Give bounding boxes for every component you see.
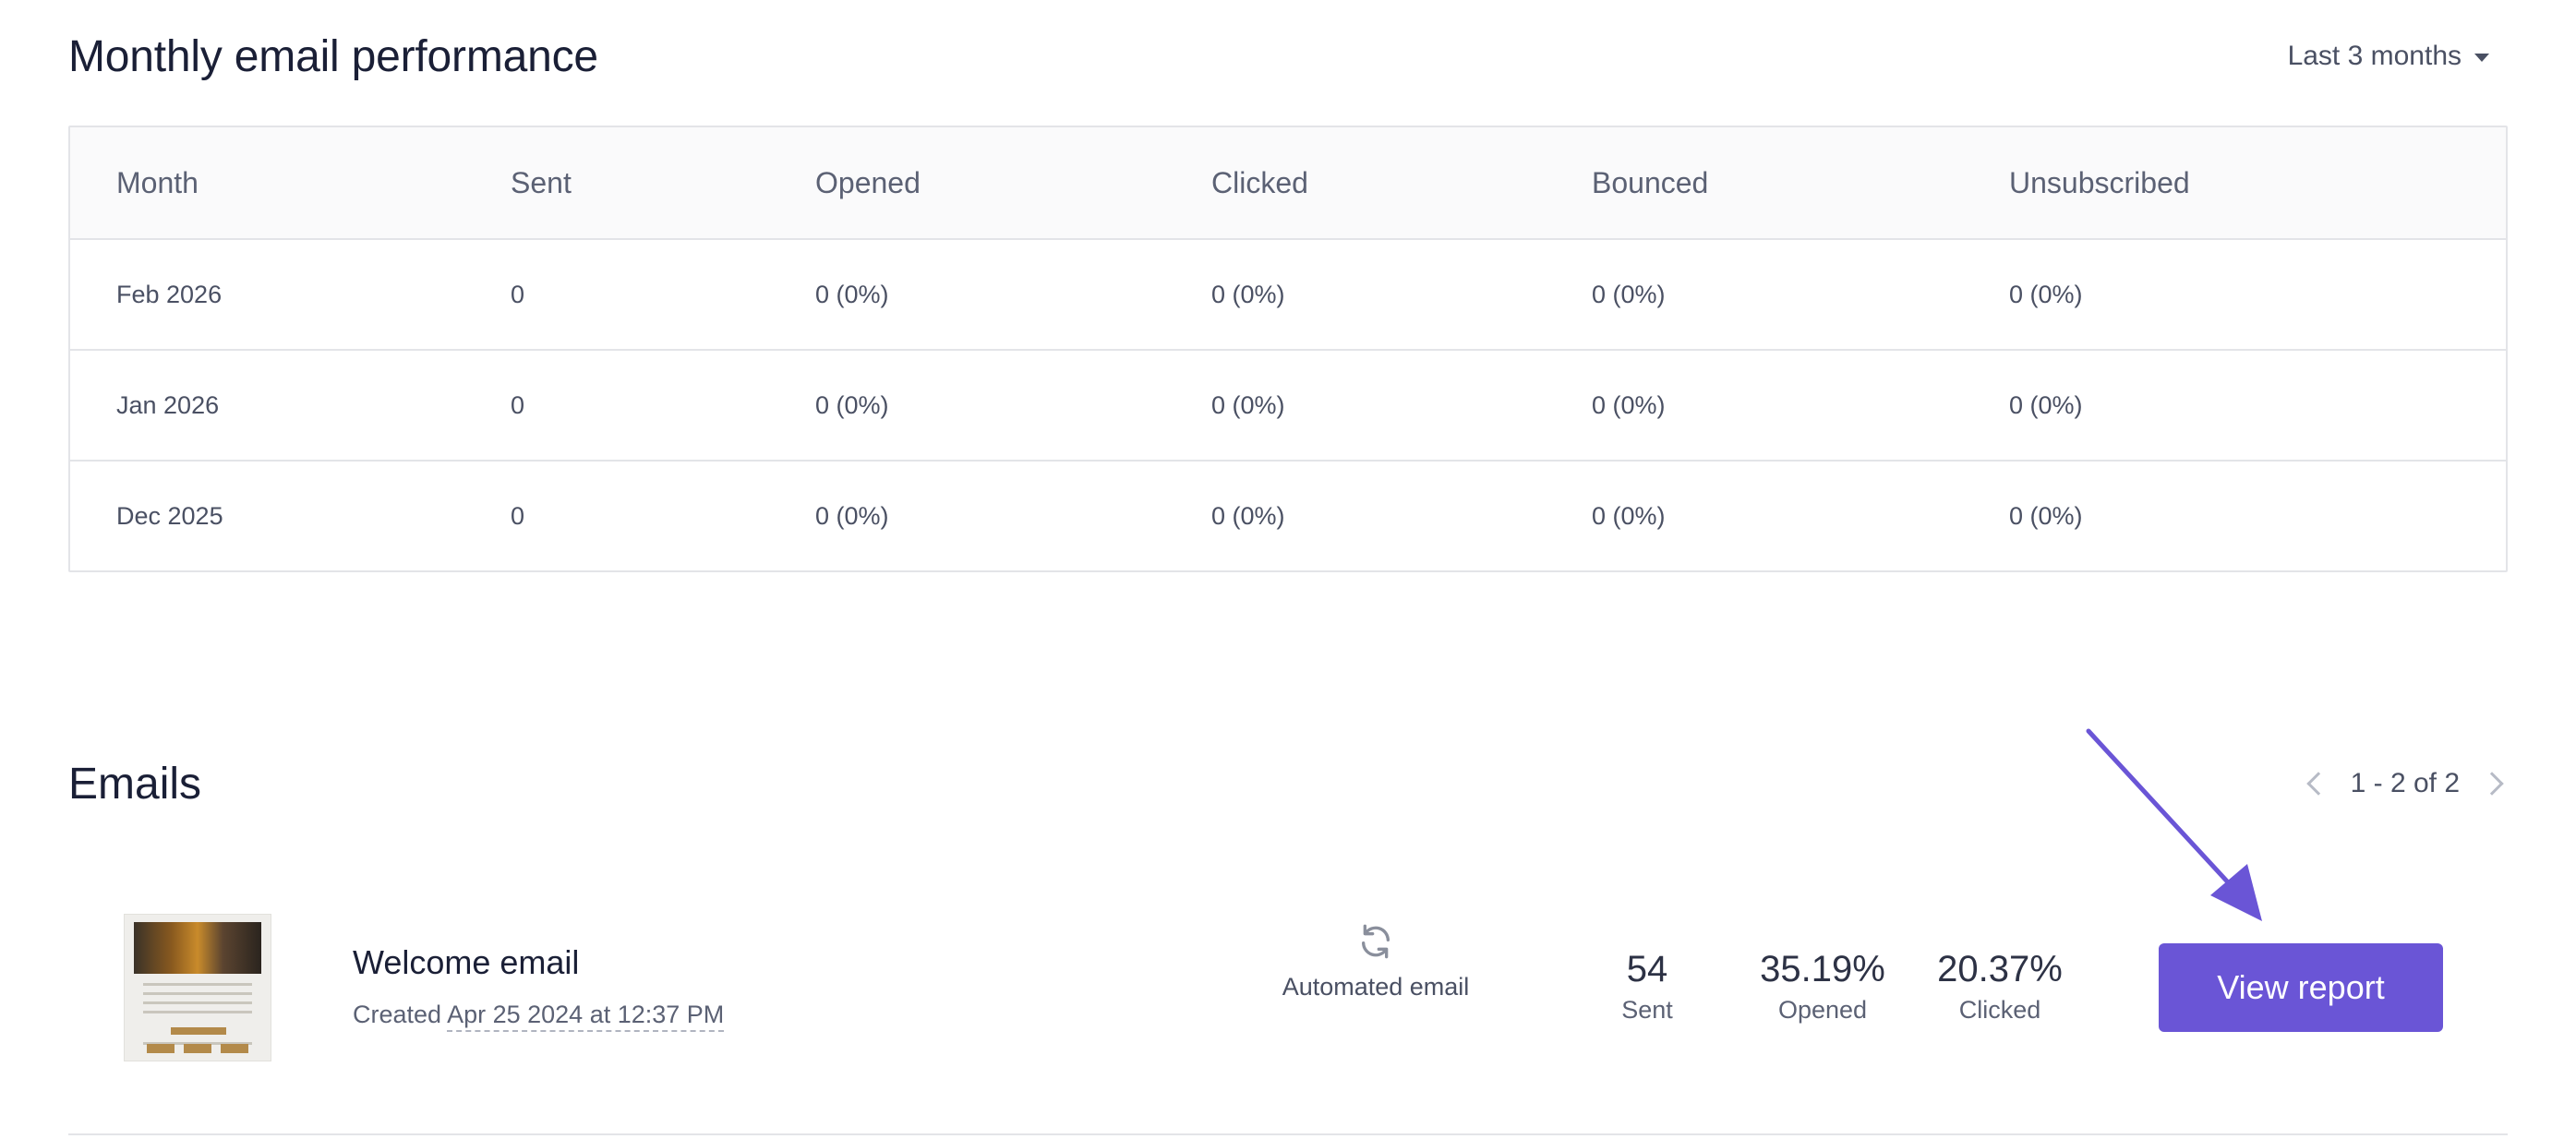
date-range-dropdown[interactable]: Last 3 months	[2288, 41, 2489, 72]
cell-clicked: 0 (0%)	[1211, 501, 1285, 530]
thumbnail-text-line	[143, 1011, 252, 1013]
thumbnail-text-line	[143, 992, 252, 995]
pagination: 1 - 2 of 2	[2303, 768, 2508, 799]
cell-opened: 0 (0%)	[815, 280, 889, 308]
caret-down-icon	[2474, 53, 2489, 62]
view-report-button[interactable]: View report	[2159, 943, 2443, 1032]
performance-header: Monthly email performance Last 3 months	[68, 0, 2508, 120]
page: Monthly email performance Last 3 months …	[68, 0, 2508, 1139]
stat-clicked-label: Clicked	[1958, 996, 2041, 1024]
cell-opened: 0 (0%)	[815, 390, 889, 419]
cell-unsubscribed: 0 (0%)	[2009, 501, 2083, 530]
cell-sent: 0	[511, 280, 525, 308]
thumbnail-text-line	[143, 1001, 252, 1004]
cell-month: Feb 2026	[116, 280, 223, 308]
refresh-icon	[1362, 924, 1390, 959]
email-type: Automated email	[1219, 923, 1533, 1001]
column-header-bounced: Bounced	[1592, 165, 1709, 199]
chevron-right-icon[interactable]	[2480, 772, 2504, 796]
email-created: Created Apr 25 2024 at 12:37 PM	[353, 1001, 725, 1032]
stat-opened: 35.19% Opened	[1730, 949, 1915, 1025]
column-header-sent: Sent	[511, 165, 572, 199]
column-header-clicked: Clicked	[1211, 165, 1308, 199]
thumbnail-text-line	[143, 983, 252, 986]
created-prefix: Created	[353, 1001, 442, 1028]
thumbnail-hero-image	[134, 922, 261, 974]
column-header-opened: Opened	[815, 165, 921, 199]
created-date: Apr 25 2024 at 12:37 PM	[447, 1001, 725, 1032]
stat-sent-value: 54	[1626, 949, 1668, 989]
date-range-label: Last 3 months	[2287, 41, 2462, 71]
table-row: Jan 2026 0 0 (0%) 0 (0%) 0 (0%) 0 (0%)	[70, 349, 2506, 460]
pagination-label: 1 - 2 of 2	[2350, 768, 2460, 798]
stat-opened-label: Opened	[1777, 996, 1868, 1024]
email-name[interactable]: Welcome email	[353, 943, 580, 981]
cell-month: Jan 2026	[116, 390, 220, 419]
chevron-left-icon[interactable]	[2305, 772, 2330, 796]
stat-sent-label: Sent	[1621, 996, 1673, 1024]
table-row: Dec 2025 0 0 (0%) 0 (0%) 0 (0%) 0 (0%)	[70, 460, 2506, 570]
email-list-item[interactable]: Welcome email Created Apr 25 2024 at 12:…	[68, 886, 2508, 1135]
thumbnail-button	[171, 1027, 226, 1035]
thumbnail-footer	[147, 1044, 248, 1053]
email-thumbnail[interactable]	[124, 914, 271, 1061]
column-header-month: Month	[116, 165, 199, 199]
stat-sent: 54 Sent	[1573, 949, 1721, 1025]
email-type-label: Automated email	[1282, 973, 1470, 1001]
cell-sent: 0	[511, 390, 525, 419]
thumbnail-text-line	[143, 1042, 252, 1045]
cell-opened: 0 (0%)	[815, 501, 889, 530]
performance-title: Monthly email performance	[68, 32, 598, 81]
cell-clicked: 0 (0%)	[1211, 390, 1285, 419]
stat-clicked: 20.37% Clicked	[1908, 949, 2092, 1025]
cell-bounced: 0 (0%)	[1592, 390, 1666, 419]
cell-month: Dec 2025	[116, 501, 223, 530]
stat-opened-value: 35.19%	[1760, 949, 1885, 989]
table-row: Feb 2026 0 0 (0%) 0 (0%) 0 (0%) 0 (0%)	[70, 238, 2506, 349]
cell-sent: 0	[511, 501, 525, 530]
cell-bounced: 0 (0%)	[1592, 280, 1666, 308]
cell-clicked: 0 (0%)	[1211, 280, 1285, 308]
stat-clicked-value: 20.37%	[1937, 949, 2063, 989]
cell-unsubscribed: 0 (0%)	[2009, 390, 2083, 419]
performance-table: Month Sent Opened Clicked Bounced Unsubs…	[68, 126, 2508, 572]
cell-bounced: 0 (0%)	[1592, 501, 1666, 530]
table-header-row: Month Sent Opened Clicked Bounced Unsubs…	[70, 127, 2506, 238]
emails-title: Emails	[68, 760, 202, 809]
cell-unsubscribed: 0 (0%)	[2009, 280, 2083, 308]
annotation-arrow-icon	[2086, 728, 2262, 921]
column-header-unsubscribed: Unsubscribed	[2009, 165, 2190, 199]
list-divider	[68, 1133, 2508, 1135]
